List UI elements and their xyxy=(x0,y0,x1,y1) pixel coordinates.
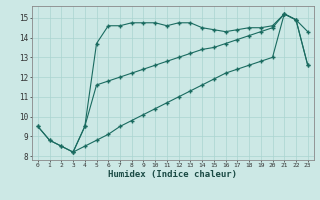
X-axis label: Humidex (Indice chaleur): Humidex (Indice chaleur) xyxy=(108,170,237,179)
